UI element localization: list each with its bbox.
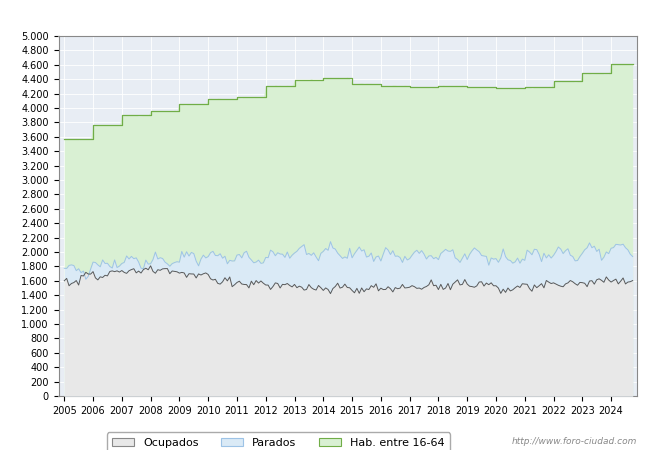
Text: Turís - Evolucion de la poblacion en edad de Trabajar Septiembre de 2024: Turís - Evolucion de la poblacion en eda… [79,10,571,23]
Text: http://www.foro-ciudad.com: http://www.foro-ciudad.com [512,436,637,446]
Legend: Ocupados, Parados, Hab. entre 16-64: Ocupados, Parados, Hab. entre 16-64 [107,432,450,450]
